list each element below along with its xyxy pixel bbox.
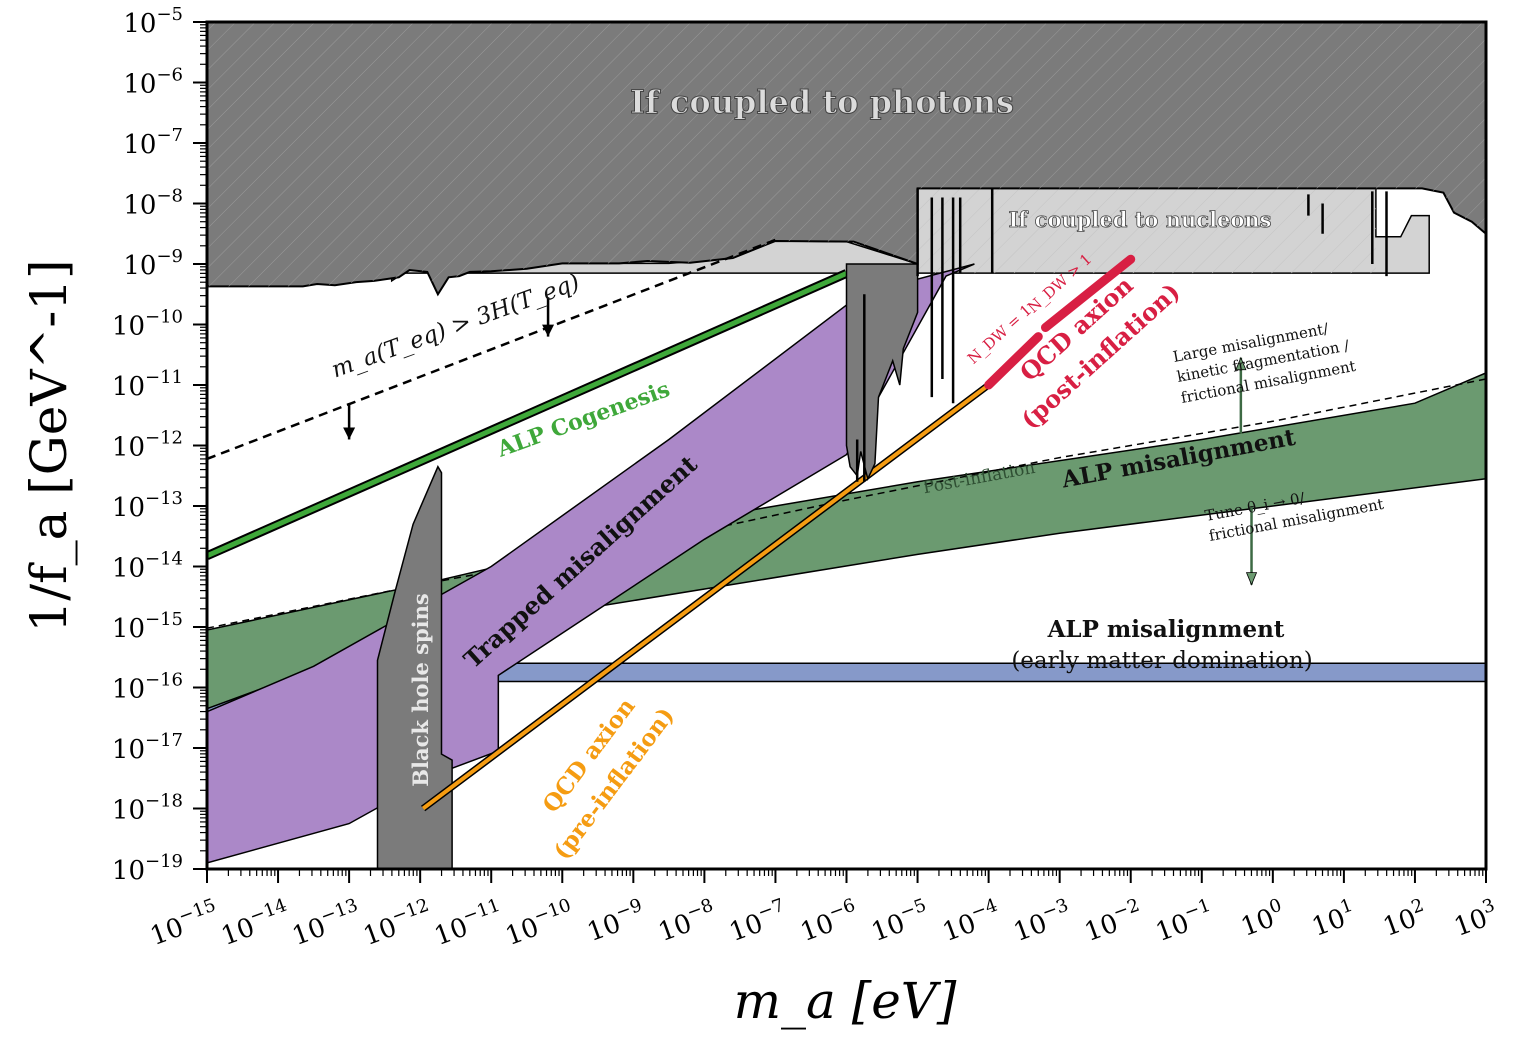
cogenesis-line-inner [207,271,848,559]
spike-lines [855,188,1388,482]
nucleon-hatch [917,188,1376,274]
teq-arrow-1-head [542,324,555,337]
x-tick-label: 10−4 [937,895,1005,948]
label-photons: If coupled to photons [630,83,1014,121]
x-tick-label: 10−1 [1150,895,1218,948]
x-tick-label: 102 [1378,895,1432,943]
label-nucleons: If coupled to nucleons [1008,207,1271,232]
x-tick-label: 10−13 [287,895,366,952]
x-tick-label: 101 [1306,895,1360,943]
teq-line [207,238,776,461]
y-tick-label: 10−12 [112,428,183,463]
qcd-pre-line-inner [421,383,990,811]
y-tick-label: 10−9 [123,246,183,281]
arrows [343,297,1258,586]
y-tick-label: 10−8 [123,186,183,221]
label-emd-sub: (early matter domination) [1011,648,1312,674]
label-black-hole: Black hole spins [408,593,433,786]
x-tick-label: 10−11 [429,895,508,952]
y-tick-label: 10−6 [123,65,183,100]
label-emd: ALP misalignment [1047,616,1285,643]
x-tick-label: 10−10 [500,895,579,952]
y-tick-label: 10−17 [112,730,183,765]
x-tick-label: 103 [1449,895,1503,943]
black-hole-region [376,465,453,869]
x-tick-label: 100 [1235,895,1289,943]
axis-ticks [193,21,1487,883]
qcd-post-line-2 [1041,254,1136,332]
y-tick-label: 10−5 [123,4,183,39]
y-tick-label: 10−11 [112,367,183,402]
y-tick-label: 10−19 [112,851,183,886]
y-tick-label: 10−16 [112,670,183,705]
up-arrow-head [1235,356,1247,371]
y-tick-label: 10−15 [112,609,183,644]
photon-hatch [207,22,1486,295]
teq-arrow-2-head [343,427,356,440]
x-tick-label: 10−15 [145,895,224,952]
x-tick-label: 10−3 [1008,895,1076,948]
qcd-post-line [984,332,1043,390]
x-tick-label: 10−2 [1079,895,1147,948]
x-tick-label: 10−6 [795,895,863,948]
y-tick-label: 10−18 [112,791,183,826]
y-tick-label: 10−14 [112,549,183,584]
x-axis-title: m_a [eV] [734,972,957,1030]
y-tick-label: 10−10 [112,307,183,342]
y-tick-label: 10−13 [112,488,183,523]
x-tick-label: 10−9 [582,895,650,948]
y-tick-label: 10−7 [123,125,183,160]
x-tick-label: 10−14 [216,895,295,952]
y-axis-title: 1/f_a [GeV^-1] [20,259,78,632]
x-tick-label: 10−5 [866,895,934,948]
x-tick-label: 10−7 [724,895,792,948]
x-tick-label: 10−8 [653,895,721,948]
down-arrow-head [1245,572,1258,586]
x-tick-label: 10−12 [358,895,437,952]
